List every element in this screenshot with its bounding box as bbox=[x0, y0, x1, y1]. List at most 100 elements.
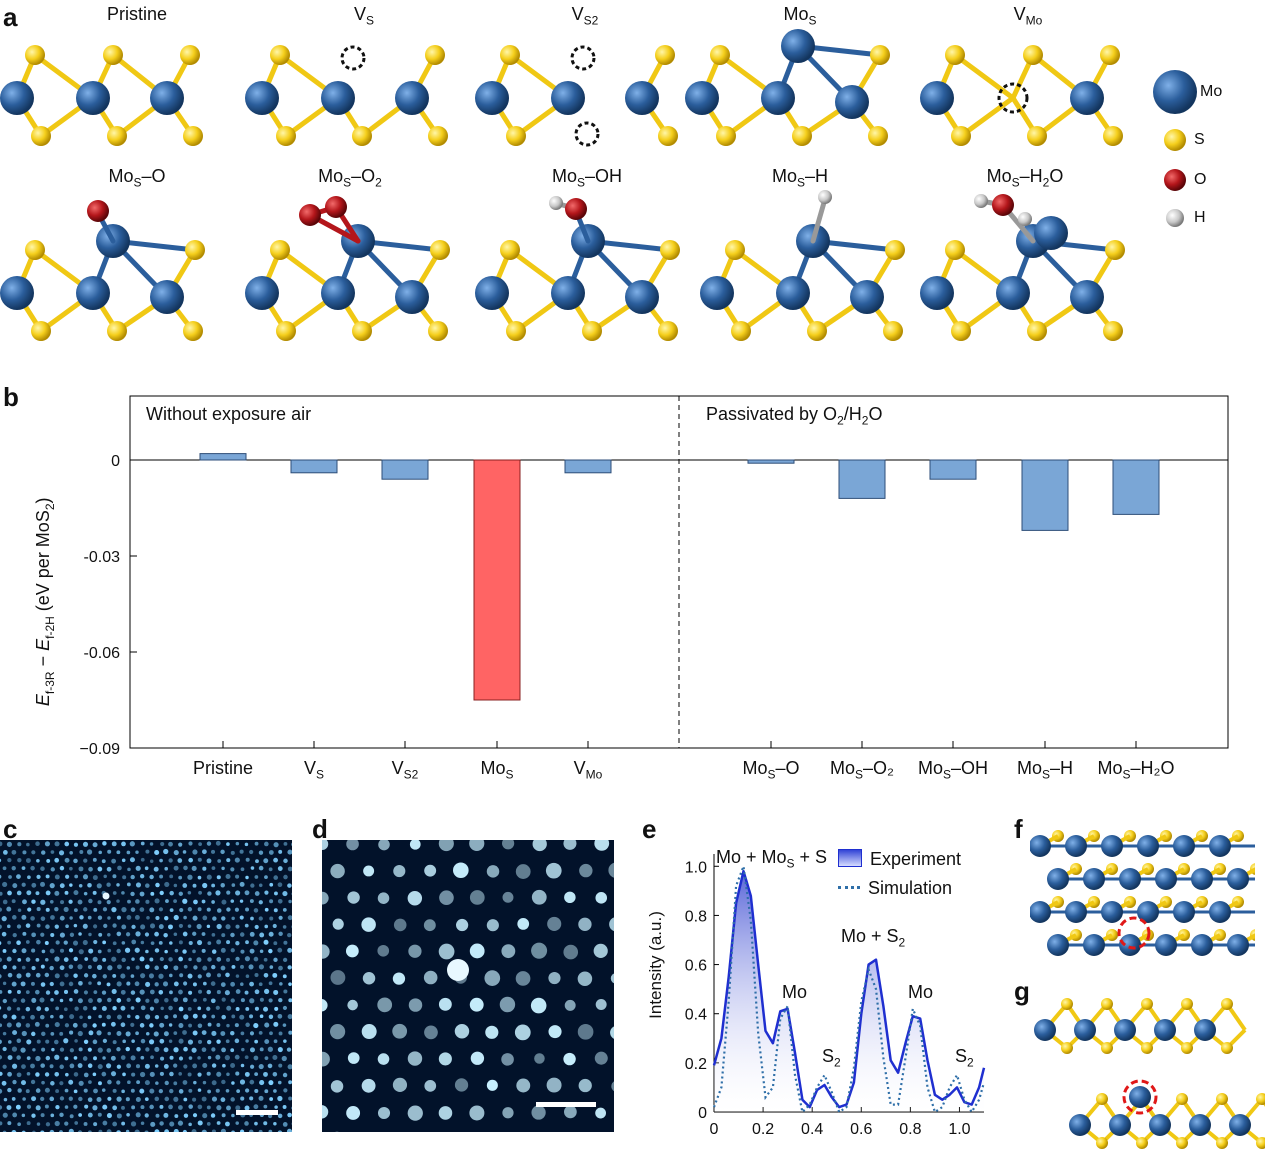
atom-column bbox=[31, 850, 36, 855]
atom-column bbox=[595, 999, 607, 1011]
atom-column bbox=[40, 899, 46, 905]
atom-column bbox=[93, 990, 98, 995]
atom-column bbox=[131, 924, 136, 929]
atom-column bbox=[158, 924, 164, 930]
atom-column bbox=[235, 890, 241, 896]
s-atom bbox=[1027, 126, 1047, 146]
atom-column bbox=[282, 957, 288, 963]
atom-column bbox=[1, 916, 7, 922]
atom-column bbox=[160, 1006, 164, 1011]
atom-column bbox=[116, 1031, 122, 1036]
mo-atom bbox=[551, 276, 585, 310]
atom-column bbox=[17, 842, 22, 847]
mo-atom bbox=[1194, 1019, 1216, 1041]
atom-column bbox=[83, 973, 89, 978]
atom-column bbox=[206, 858, 212, 864]
atom-column bbox=[235, 1121, 239, 1125]
atom-column bbox=[283, 940, 288, 945]
atom-column bbox=[273, 1039, 278, 1044]
atom-column bbox=[169, 1071, 174, 1077]
mo-atom bbox=[395, 81, 429, 115]
atom-column bbox=[2, 964, 7, 970]
s-atom bbox=[1061, 1042, 1073, 1054]
atom-column bbox=[532, 840, 547, 852]
atom-column bbox=[65, 924, 69, 929]
s-atom bbox=[183, 321, 203, 341]
atom-column bbox=[74, 874, 79, 879]
mo-atom bbox=[850, 280, 884, 314]
s-atom bbox=[1096, 1093, 1108, 1105]
experiment-swatch-icon bbox=[838, 849, 862, 867]
atom-column bbox=[11, 1063, 18, 1069]
bar bbox=[1021, 459, 1069, 531]
atom-column bbox=[454, 1024, 470, 1039]
atom-column bbox=[41, 1031, 46, 1037]
atom-column bbox=[245, 907, 250, 912]
atom-column bbox=[159, 956, 164, 962]
atom-column bbox=[253, 1022, 259, 1029]
atom-column bbox=[231, 883, 236, 887]
atom-column bbox=[96, 1030, 102, 1036]
atom-column bbox=[25, 990, 30, 995]
atom-column bbox=[163, 1031, 169, 1037]
atom-column bbox=[83, 907, 88, 912]
atom-column bbox=[244, 956, 250, 962]
legend-label: H bbox=[1194, 209, 1206, 226]
atom-column bbox=[163, 1047, 169, 1053]
atom-column bbox=[183, 1064, 188, 1069]
atom-column bbox=[111, 858, 117, 864]
s-atom bbox=[500, 240, 520, 260]
atom-column bbox=[281, 1055, 287, 1062]
atom-column bbox=[2, 1112, 8, 1118]
atom-column bbox=[54, 857, 60, 863]
atom-column bbox=[244, 1121, 249, 1126]
atom-column bbox=[249, 931, 255, 937]
atom-column bbox=[140, 1005, 146, 1011]
atom-column bbox=[211, 866, 216, 871]
atom-column bbox=[239, 899, 244, 903]
mo-atom bbox=[1069, 1114, 1091, 1136]
s-atom bbox=[731, 321, 751, 341]
bar bbox=[381, 459, 429, 480]
atom-column bbox=[21, 1113, 26, 1118]
atom-column bbox=[35, 989, 40, 995]
atom-column bbox=[168, 1039, 173, 1043]
atom-column bbox=[78, 932, 82, 936]
atom-column bbox=[74, 1006, 79, 1011]
atom-column bbox=[31, 1031, 36, 1037]
stem-image-zoom bbox=[322, 840, 614, 1132]
mo-atom-icon bbox=[1153, 70, 1197, 114]
atom-column bbox=[149, 1023, 154, 1028]
atom-column bbox=[112, 1088, 117, 1093]
atom-column bbox=[269, 899, 274, 904]
atom-column bbox=[41, 1080, 45, 1085]
atom-column bbox=[149, 907, 155, 913]
atom-column bbox=[155, 1113, 160, 1118]
atom-column bbox=[122, 1039, 126, 1044]
atom-column bbox=[88, 898, 93, 904]
mo-atom bbox=[1083, 934, 1105, 956]
atom-column bbox=[73, 1089, 78, 1094]
atom-column bbox=[130, 1088, 135, 1093]
intensity-line-chart: 0 0.2 0.4 0.6 0.8 1.0 0 0.2 0.4 0.6 0.8 1.0 bbox=[685, 854, 986, 1138]
atom-column bbox=[249, 998, 255, 1004]
atom-column bbox=[231, 964, 236, 969]
y-tick-label: 0.4 bbox=[685, 1007, 707, 1024]
atom-column bbox=[361, 917, 376, 932]
atom-column bbox=[177, 1120, 184, 1126]
o-atom bbox=[87, 200, 109, 222]
s-atom bbox=[1101, 998, 1113, 1010]
atom-column bbox=[216, 1121, 221, 1125]
atom-column bbox=[164, 1129, 170, 1132]
atom-column bbox=[211, 883, 216, 888]
atom-column bbox=[610, 1026, 614, 1039]
atom-column bbox=[101, 1005, 107, 1011]
atom-column bbox=[173, 1081, 178, 1086]
atom-column bbox=[288, 1080, 292, 1085]
atom-column bbox=[253, 956, 259, 962]
s-atom bbox=[655, 45, 675, 65]
atom-column bbox=[215, 1005, 220, 1010]
atom-column bbox=[268, 931, 274, 937]
atom-column bbox=[139, 891, 145, 897]
atom-column bbox=[173, 914, 179, 921]
